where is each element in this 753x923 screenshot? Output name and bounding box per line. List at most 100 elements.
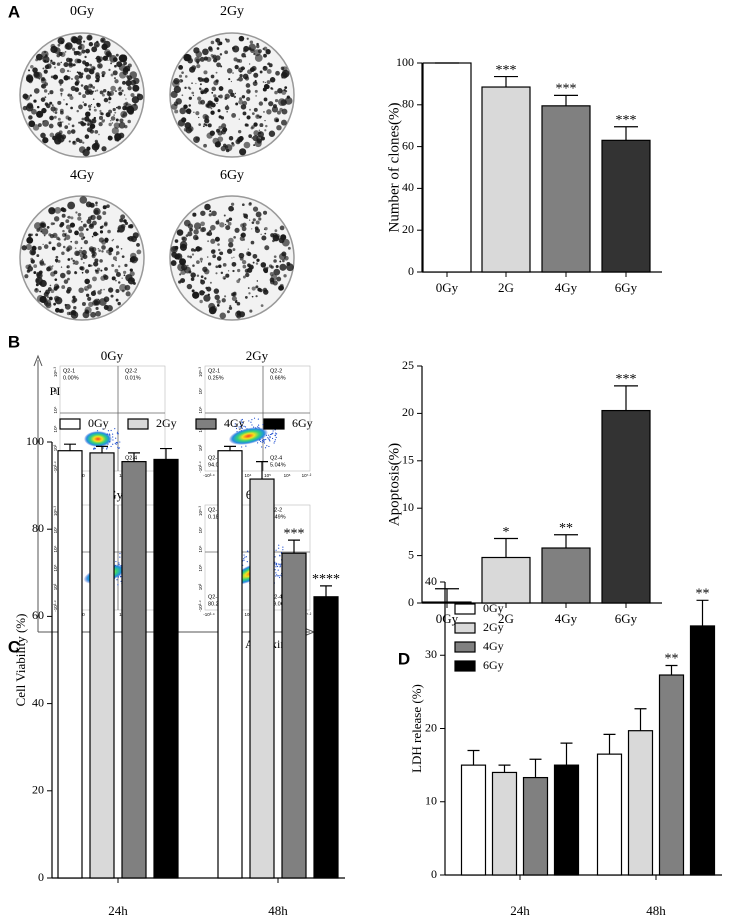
quadrant-name: Q2-4: [125, 455, 137, 461]
colony-dot: [220, 145, 226, 152]
colony-dot: [253, 68, 255, 71]
colony-dot: [202, 113, 209, 120]
colony-dot: [246, 115, 251, 120]
colony-dot: [22, 93, 29, 100]
colony-dot: [98, 133, 100, 136]
colony-dot: [78, 232, 84, 238]
bar: [89, 452, 115, 879]
colony-dot: [112, 107, 116, 112]
colony-dot: [209, 101, 214, 105]
colony-dot: [66, 130, 72, 135]
colony-dot: [189, 255, 192, 259]
colony-dot: [43, 291, 49, 297]
colony-dot: [99, 90, 104, 95]
colony-dot: [241, 203, 245, 207]
event-dot: [110, 445, 112, 448]
colony-dot: [50, 222, 54, 226]
colony-dot: [28, 69, 31, 72]
colony-dot: [232, 208, 235, 211]
colony-dot: [28, 264, 32, 268]
colony-dot: [244, 296, 248, 299]
colony-dot: [253, 122, 258, 127]
colony-dot: [256, 280, 259, 282]
colony-dot: [89, 129, 94, 134]
colony-dot: [191, 65, 197, 71]
colony-dot: [41, 107, 47, 114]
colony-dot: [115, 271, 121, 277]
colony-dot: [26, 269, 31, 273]
colony-dot: [193, 249, 197, 252]
colony-dot: [54, 137, 62, 145]
colony-dot: [49, 115, 54, 121]
colony-dot: [214, 294, 220, 300]
colony-dot: [278, 285, 284, 291]
colony-dot: [88, 108, 92, 111]
colony-dot: [247, 287, 250, 289]
event-cloud: [84, 431, 112, 447]
event-dot: [112, 436, 114, 438]
colony-dot: [88, 264, 91, 268]
colony-dot: [59, 88, 64, 92]
event-dot: [234, 425, 236, 427]
colony-dot: [48, 233, 52, 237]
colony-dot: [100, 275, 106, 281]
colony-dot: [281, 69, 290, 78]
event-dot: [247, 550, 249, 552]
colony-dot: [273, 255, 277, 259]
colony-dot: [82, 223, 87, 228]
colony-dot: [92, 86, 96, 89]
colony-dot: [248, 292, 251, 295]
colony-dot: [218, 86, 224, 91]
colony-dot: [110, 73, 114, 77]
event-dot: [102, 428, 104, 430]
colony-dot: [43, 263, 46, 266]
colony-dot: [72, 311, 76, 315]
colony-dot: [124, 284, 131, 291]
event-dot: [116, 442, 119, 444]
event-dot: [251, 419, 253, 421]
colony-dot: [242, 275, 246, 279]
bar: [541, 105, 591, 273]
quadrant-value: 0.00%: [63, 375, 79, 381]
colony-dot: [54, 278, 58, 281]
colony-dot: [36, 105, 40, 109]
error-bar: [696, 599, 709, 626]
colony-dot: [72, 259, 75, 263]
y-tick-label: 10: [402, 500, 414, 514]
colony-dot: [105, 112, 111, 118]
legend-label: 6Gy: [483, 658, 504, 672]
flow-y-tick: 10³: [198, 583, 203, 590]
colony-dot: [60, 92, 63, 95]
colony-dot: [59, 67, 66, 74]
colony-dot: [109, 54, 117, 63]
colony-dot: [63, 99, 65, 101]
event-dot: [251, 424, 253, 426]
colony-dot: [184, 75, 188, 78]
legend-label: 4Gy: [483, 639, 504, 653]
colony-dot: [199, 290, 205, 296]
colony-dot: [83, 40, 86, 43]
colony-dot: [216, 304, 220, 307]
colony-dot: [98, 56, 104, 62]
event-dot: [274, 432, 277, 434]
colony-dot: [235, 299, 238, 302]
colony-dot: [29, 94, 32, 97]
colony-dot: [130, 255, 138, 264]
colony-dot: [195, 246, 201, 252]
colony-dot: [55, 133, 62, 140]
quadrant-value: 94.05%: [208, 462, 227, 468]
colony-dot: [98, 122, 103, 127]
event-dot: [107, 430, 110, 432]
arrow-head: [33, 354, 43, 367]
legend-swatch: [454, 603, 476, 615]
colony-dot: [53, 115, 57, 119]
colony-dot: [252, 135, 259, 142]
colony-dot: [211, 210, 217, 217]
colony-dot: [80, 257, 83, 261]
colony-dot: [232, 248, 236, 252]
colony-dot: [95, 57, 97, 60]
bar: [481, 86, 531, 273]
colony-dot: [113, 77, 116, 80]
event-dot: [240, 419, 242, 421]
y-tick-label: 0: [408, 595, 414, 609]
